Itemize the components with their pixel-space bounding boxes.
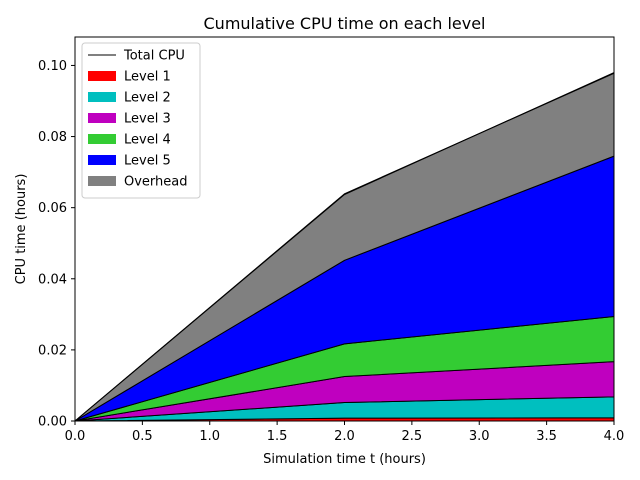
y-tick-label: 0.10 (38, 59, 67, 74)
y-tick-label: 0.02 (38, 343, 67, 358)
x-tick-label: 0.0 (65, 429, 86, 444)
legend-swatch-overhead (88, 176, 116, 186)
x-tick-label: 2.0 (334, 429, 355, 444)
x-tick-label: 1.0 (199, 429, 220, 444)
y-tick-label: 0.06 (38, 201, 67, 216)
legend-swatch-level-5 (88, 155, 116, 165)
legend-label: Overhead (124, 175, 188, 190)
legend-label: Total CPU (123, 49, 185, 64)
x-tick-label: 0.5 (132, 429, 153, 444)
legend-label: Level 5 (124, 154, 171, 169)
x-tick-label: 2.5 (402, 429, 423, 444)
y-axis-label: CPU time (hours) (14, 174, 29, 285)
total-cpu-line (74, 72, 615, 422)
legend-label: Level 3 (124, 112, 171, 127)
y-tick-label: 0.08 (38, 130, 67, 145)
legend-label: Level 4 (124, 133, 171, 148)
y-tick-label: 0.04 (38, 272, 67, 287)
legend-swatch-level-3 (88, 113, 116, 123)
legend-swatch-level-2 (88, 92, 116, 102)
x-tick-label: 4.0 (604, 429, 625, 444)
legend: Total CPU Level 1 Level 2 Level 3 Level 4 Lev… (81, 42, 201, 199)
x-tick-label: 3.0 (469, 429, 490, 444)
legend-label: Level 1 (124, 70, 171, 85)
x-tick-label: 1.5 (267, 429, 288, 444)
legend-label: Level 2 (124, 91, 171, 106)
area-layers (74, 72, 615, 422)
chart-title: Cumulative CPU time on each level (204, 14, 486, 33)
x-axis-label: Simulation time t (hours) (263, 452, 426, 467)
x-tick-label: 3.5 (536, 429, 557, 444)
legend-swatch-level-1 (88, 71, 116, 81)
axes: 0.0 0.5 1.0 1.5 2.0 2.5 3.0 3.5 4.0 0.00 0.02 0.04 0… (38, 36, 625, 444)
legend-swatch-level-4 (88, 134, 116, 144)
y-tick-label: 0.00 (38, 415, 67, 430)
